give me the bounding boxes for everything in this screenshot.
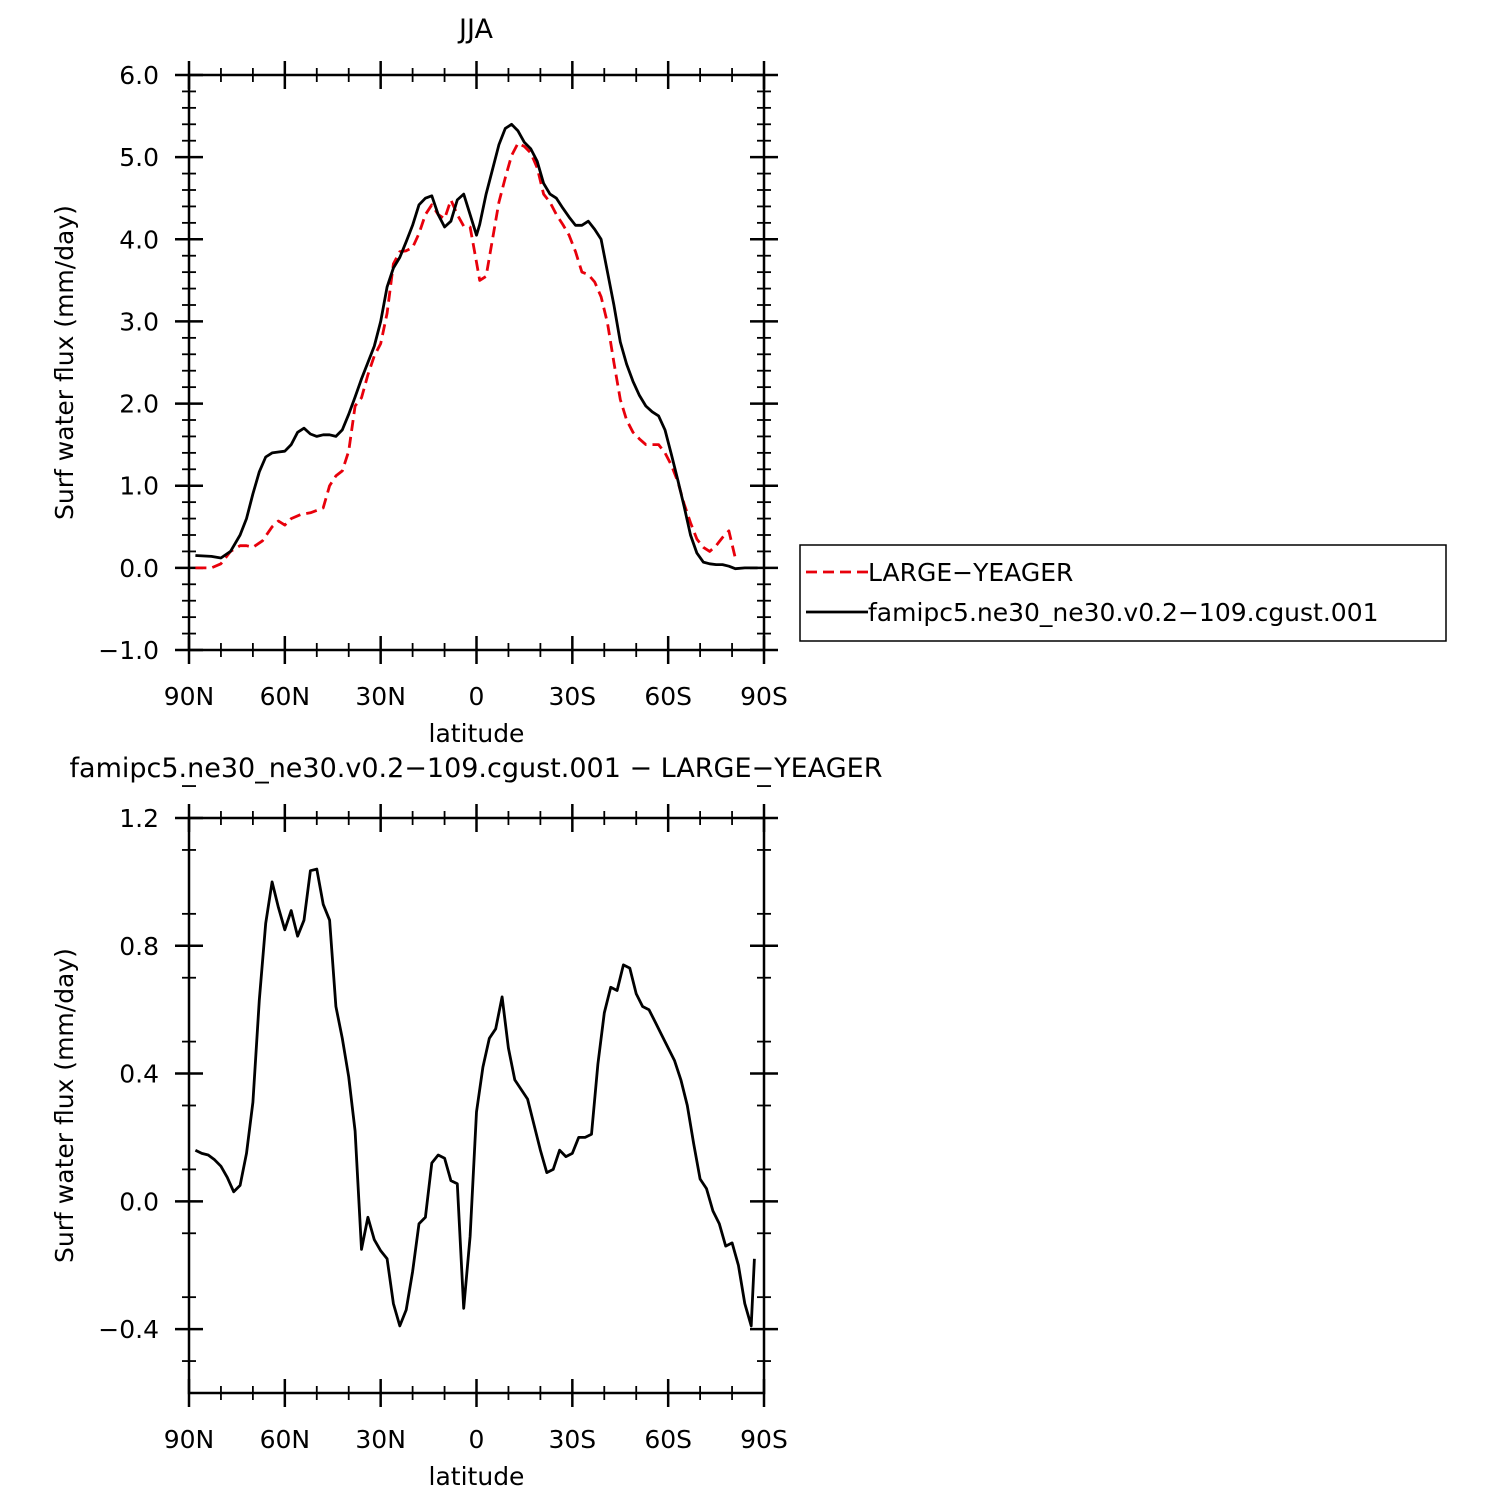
- chart1-x-tick-label: 30N: [355, 682, 406, 711]
- chart1-legend-box: [799, 544, 1447, 642]
- chart2-x-tick-label: 60S: [644, 1425, 692, 1454]
- chart1-y-tick-label: 1.0: [119, 472, 159, 501]
- chart2-y-tick-label: −0.4: [98, 1315, 159, 1344]
- chart1-x-tick-label: 90S: [740, 682, 788, 711]
- chart2-y-tick-label: 0.0: [119, 1187, 159, 1216]
- chart2-series-line-1: [194, 867, 756, 1328]
- chart2-x-tick-label: 30N: [355, 1425, 406, 1454]
- chart2-x-tick-label: 60N: [260, 1425, 311, 1454]
- chart1-y-tick-label: 2.0: [119, 390, 159, 419]
- chart2-title: famipc5.ne30_ne30.v0.2−109.cgust.001 − L…: [70, 753, 883, 784]
- chart2-x-tick-label: 0: [469, 1425, 485, 1454]
- chart1-y-tick-label: 0.0: [119, 554, 159, 583]
- chart1-y-tick-label: 4.0: [119, 225, 159, 254]
- chart1-title: JJA: [457, 14, 493, 45]
- chart2-x-axis-label: latitude: [429, 1462, 525, 1491]
- chart1-y-tick-label: 5.0: [119, 143, 159, 172]
- chart1-y-tick-label: 6.0: [119, 61, 159, 90]
- chart1-x-axis-label: latitude: [429, 719, 525, 748]
- chart2-x-tick-label: 30S: [548, 1425, 596, 1454]
- chart1-y-axis-label: Surf water flux (mm/day): [50, 205, 79, 520]
- chart2-y-tick-label: 0.8: [119, 932, 159, 961]
- chart1-series-line-1: [195, 141, 737, 570]
- chart1-x-tick-label: 90N: [164, 682, 215, 711]
- chart1-y-tick-label: 3.0: [119, 307, 159, 336]
- chart2-x-tick-label: 90S: [740, 1425, 788, 1454]
- chart1-series-line-2: [195, 122, 758, 571]
- chart2-y-tick-label: 1.2: [119, 804, 159, 833]
- chart1-legend-label-2: famipc5.ne30_ne30.v0.2−109.cgust.001: [868, 598, 1379, 627]
- chart2-x-tick-label: 90N: [164, 1425, 215, 1454]
- chart1-x-tick-label: 0: [469, 682, 485, 711]
- chart1-plot-frame: [187, 73, 766, 652]
- chart1-x-tick-label: 60S: [644, 682, 692, 711]
- chart1-y-tick-label: −1.0: [98, 636, 159, 665]
- chart2-y-tick-label: 0.4: [119, 1060, 159, 1089]
- chart1-x-tick-label: 60N: [260, 682, 311, 711]
- chart2-y-axis-label: Surf water flux (mm/day): [50, 948, 79, 1263]
- chart1-legend-label-1: LARGE−YEAGER: [868, 558, 1073, 587]
- chart1-x-tick-label: 30S: [548, 682, 596, 711]
